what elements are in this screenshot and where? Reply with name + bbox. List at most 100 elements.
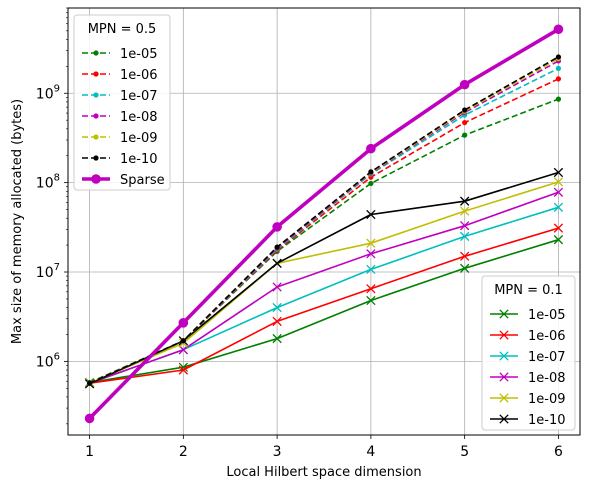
legend-marker — [499, 309, 509, 319]
marker-stroke — [499, 372, 509, 382]
marker-stroke — [459, 221, 470, 231]
data-point — [368, 180, 374, 187]
legend-box: MPN = 0.5 1e-05 1e-06 1e-07 1e-08 1e-09 1e-10 S… — [73, 14, 171, 191]
legend-item: 1e-08 — [82, 110, 158, 125]
data-point — [553, 187, 564, 197]
marker-stroke — [499, 393, 509, 403]
series-1e-10 — [86, 54, 562, 386]
y-axis-label: Max size of memory allocated (bytes) — [10, 99, 25, 344]
legend-item: 1e-05 — [82, 47, 158, 62]
data-point — [555, 76, 562, 82]
legend-marker — [499, 330, 509, 340]
legend-label: 1e-09 — [120, 131, 158, 146]
data-point — [553, 177, 564, 187]
marker-stroke — [553, 167, 564, 178]
marker-stroke — [459, 196, 470, 206]
legend-label: 1e-06 — [120, 68, 158, 83]
marker-stroke — [272, 258, 282, 269]
marker-stroke — [366, 264, 376, 275]
legend-label: 1e-06 — [528, 329, 566, 344]
legend-marker — [91, 174, 101, 184]
legend-title: MPN = 0.5 — [88, 22, 157, 37]
data-point — [459, 79, 470, 90]
data-point — [459, 206, 470, 216]
legend-label: 1e-10 — [528, 413, 566, 428]
data-point — [272, 282, 282, 292]
data-point — [180, 338, 186, 344]
series-line — [89, 191, 559, 384]
data-point — [366, 143, 376, 154]
marker-stroke — [553, 177, 564, 187]
data-point — [272, 222, 282, 232]
data-point — [366, 249, 376, 259]
legend-label: 1e-10 — [120, 152, 158, 167]
legend-marker — [93, 71, 99, 77]
marker-stroke — [499, 309, 509, 319]
legend-item: 1e-08 — [490, 371, 566, 386]
data-point — [553, 167, 564, 178]
marker-stroke — [553, 187, 564, 197]
data-point — [459, 251, 470, 261]
legend-label: Sparse — [120, 173, 165, 188]
data-point — [84, 413, 95, 424]
legend-marker — [93, 134, 99, 140]
series-line — [89, 227, 559, 384]
marker-stroke — [272, 282, 282, 292]
data-point — [272, 302, 282, 313]
legends: MPN = 0.5 1e-05 1e-06 1e-07 1e-08 1e-09 1e-10 S… — [73, 14, 576, 431]
x-tick-label: 4 — [366, 444, 375, 460]
legend-label: 1e-09 — [528, 392, 566, 407]
data-point — [462, 119, 468, 126]
marker-stroke — [459, 231, 470, 242]
marker-stroke — [366, 295, 376, 306]
legend-marker — [93, 155, 99, 161]
data-point — [553, 24, 564, 35]
legend-label: 1e-07 — [120, 89, 158, 104]
data-point — [459, 263, 470, 273]
marker-stroke — [272, 333, 282, 344]
legend-box: MPN = 0.1 1e-05 1e-06 1e-07 1e-08 1e-09 1e-10 — [481, 275, 576, 431]
legend-item: 1e-06 — [82, 68, 158, 83]
data-point — [366, 209, 376, 220]
marker-stroke — [499, 351, 509, 361]
legend-label: 1e-08 — [528, 371, 566, 386]
x-tick-label: 1 — [85, 444, 94, 460]
marker-stroke — [366, 284, 376, 294]
legend-label: 1e-08 — [120, 110, 158, 125]
data-point — [366, 264, 376, 275]
legend-title: MPN = 0.1 — [494, 283, 563, 298]
legend-marker — [93, 113, 99, 119]
marker-stroke — [459, 251, 470, 261]
marker-stroke — [366, 238, 376, 248]
x-tick-label: 6 — [554, 444, 563, 460]
legend-item: Sparse — [82, 173, 165, 188]
data-point — [555, 65, 562, 71]
y-tick-label: 108 — [36, 173, 60, 192]
marker-stroke — [553, 235, 564, 245]
data-point — [272, 333, 282, 344]
data-point — [272, 316, 282, 327]
marker-stroke — [178, 365, 189, 375]
legend-marker — [499, 372, 509, 382]
marker-stroke — [553, 202, 564, 212]
data-point — [553, 235, 564, 245]
marker-stroke — [272, 316, 282, 327]
marker-stroke — [499, 330, 509, 340]
data-point — [178, 318, 189, 328]
data-point — [553, 223, 564, 233]
legend-item: 1e-06 — [490, 329, 566, 344]
legend-marker — [499, 414, 509, 424]
marker-stroke — [178, 345, 189, 355]
data-point — [462, 132, 468, 138]
data-point — [178, 365, 189, 375]
data-point — [178, 345, 189, 355]
legend-item: 1e-09 — [82, 131, 158, 146]
marker-stroke — [459, 263, 470, 273]
y-tick-label: 106 — [36, 351, 60, 370]
data-point — [459, 221, 470, 231]
marker-stroke — [366, 249, 376, 259]
data-point — [86, 380, 93, 386]
legend-item: 1e-05 — [490, 308, 566, 323]
legend-item: 1e-07 — [82, 89, 158, 104]
plot-frame — [67, 7, 581, 436]
